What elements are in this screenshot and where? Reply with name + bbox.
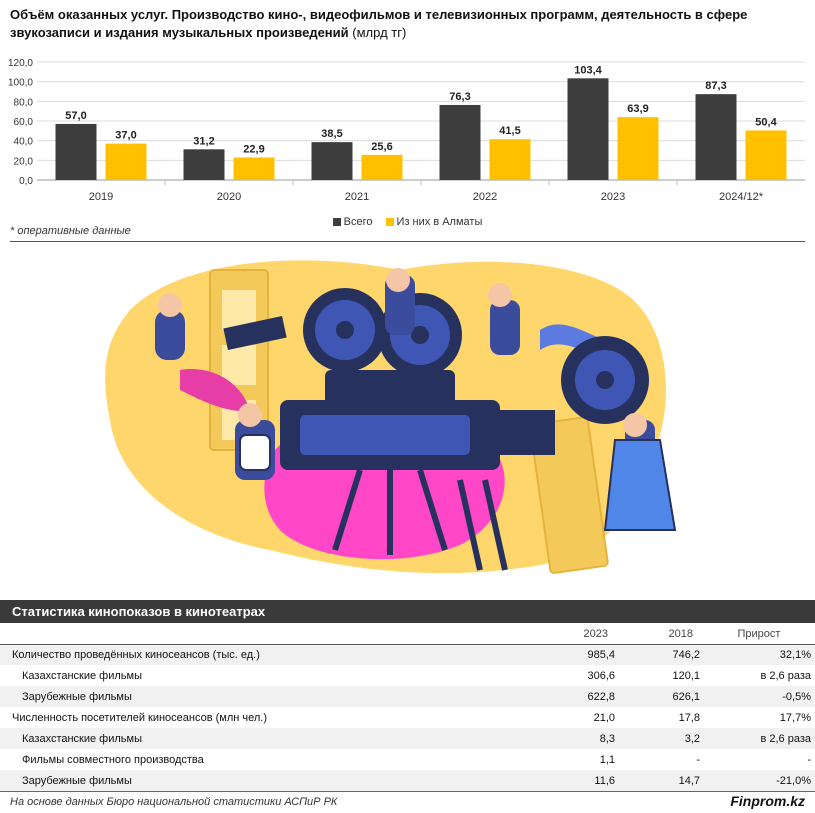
table-header-2023: 2023 (503, 624, 618, 645)
row-label: Казахстанские фильмы (0, 728, 503, 749)
bottom-divider (0, 791, 815, 792)
data-label: 87,3 (705, 80, 726, 92)
row-value-2023: 985,4 (503, 644, 618, 665)
y-tick-label: 100,0 (8, 78, 33, 89)
table-row: Зарубежные фильмы 622,8 626,1 -0,5% (0, 686, 815, 707)
legend-swatch-almaty (385, 218, 394, 226)
bar-total (183, 149, 225, 180)
bar-total (311, 142, 353, 180)
row-value-2018: 120,1 (672, 669, 700, 682)
table-row: Казахстанские фильмы 306,6 120,1 в 2,6 р… (0, 665, 815, 686)
bar-total (439, 104, 481, 180)
row-growth: - (807, 753, 811, 766)
row-growth: -21,0% (703, 770, 815, 791)
row-value-2018: 746,2 (618, 644, 703, 665)
row-label: Зарубежные фильмы (0, 770, 503, 791)
bar-chart: 0,0 20,0 40,0 60,0 80,0 100,0 120,0 57,0 37,0 201… (8, 58, 805, 203)
legend-swatch-total (332, 218, 341, 226)
data-label: 103,4 (574, 64, 602, 76)
legend-item-almaty: Из них в Алматы (385, 216, 483, 228)
row-label: Казахстанские фильмы (22, 669, 142, 682)
table-row: Фильмы совместного производства 1,1 - - (0, 749, 815, 770)
divider (10, 241, 805, 242)
bar-almaty (617, 117, 659, 180)
bar-almaty (233, 157, 275, 180)
row-value-2018: 626,1 (618, 686, 703, 707)
table-header-label (0, 624, 503, 645)
y-tick-label: 120,0 (8, 58, 33, 69)
data-label: 50,4 (755, 116, 777, 128)
y-tick-label: 40,0 (14, 137, 34, 148)
y-tick-label: 0,0 (19, 176, 33, 187)
legend-label-total: Всего (343, 216, 373, 228)
y-tick-label: 80,0 (14, 97, 34, 108)
row-value-2023: 11,6 (503, 770, 618, 791)
data-label: 76,3 (449, 91, 470, 103)
data-label: 57,0 (65, 110, 86, 122)
footnote: * оперативные данные (10, 225, 131, 237)
row-value-2018: 17,8 (678, 711, 700, 724)
data-label: 22,9 (243, 143, 264, 155)
row-growth: -0,5% (703, 686, 815, 707)
x-tick-label: 2022 (473, 191, 497, 203)
bar-total (695, 94, 737, 180)
chart-unit: (млрд тг) (352, 25, 407, 40)
row-value-2023: 622,8 (503, 686, 618, 707)
table-row: Количество проведённых киносеансов (тыс.… (0, 644, 815, 665)
data-label: 38,5 (321, 128, 342, 140)
legend-item-total: Всего (332, 216, 373, 228)
bar-almaty (361, 154, 403, 180)
stats-table: 2023 2018 Прирост Количество проведённых… (0, 624, 815, 791)
data-label: 37,0 (115, 130, 136, 142)
row-label: Количество проведённых киносеансов (тыс.… (0, 644, 503, 665)
legend-label-almaty: Из них в Алматы (396, 216, 483, 228)
chart-title-text: Объём оказанных услуг. Производство кино… (10, 7, 748, 40)
table-row: Казахстанские фильмы 8,3 3,2 в 2,6 раза (0, 728, 815, 749)
row-value-2018: 3,2 (618, 728, 703, 749)
row-value-2023: 8,3 (503, 728, 618, 749)
bar-total (55, 123, 97, 180)
source-note: На основе данных Бюро национальной стати… (10, 796, 338, 808)
x-tick-label: 2019 (89, 191, 113, 203)
chart-legend: Всего Из них в Алматы (0, 216, 815, 229)
row-value-2023: 21,0 (593, 711, 615, 724)
table-title: Статистика кинопоказов в кинотеатрах (0, 600, 815, 623)
table-header-row: 2023 2018 Прирост (0, 624, 815, 645)
cinema-illustration (105, 260, 677, 574)
table-header-growth: Прирост (703, 624, 815, 645)
y-tick-label: 20,0 (14, 156, 34, 167)
x-tick-label: 2023 (601, 191, 625, 203)
data-label: 63,9 (627, 103, 648, 115)
data-label: 31,2 (193, 135, 214, 147)
bar-almaty (105, 143, 147, 180)
row-growth: 32,1% (703, 644, 815, 665)
x-tick-label: 2024/12* (719, 191, 764, 203)
bar-almaty (489, 139, 531, 180)
data-label: 41,5 (499, 125, 520, 137)
table-header-2018: 2018 (618, 624, 703, 645)
row-label: Численность посетителей киносеансов (млн… (12, 711, 268, 724)
row-label: Фильмы совместного производства (22, 753, 204, 766)
row-growth: 17,7% (779, 711, 811, 724)
row-value-2023: 306,6 (587, 669, 615, 682)
row-value-2023: 1,1 (599, 753, 615, 766)
x-tick-label: 2021 (345, 191, 369, 203)
brand-logo: Finprom.kz (730, 793, 805, 809)
row-growth: в 2,6 раза (703, 728, 815, 749)
table-row: Численность посетителей киносеансов (млн… (0, 707, 815, 728)
x-tick-label: 2020 (217, 191, 241, 203)
data-label: 25,6 (371, 141, 392, 153)
table-row: Зарубежные фильмы 11,6 14,7 -21,0% (0, 770, 815, 791)
row-value-2018: 14,7 (618, 770, 703, 791)
row-value-2018: - (696, 753, 700, 766)
chart-title: Объём оказанных услуг. Производство кино… (10, 6, 805, 42)
y-tick-label: 60,0 (14, 117, 34, 128)
row-label: Зарубежные фильмы (0, 686, 503, 707)
row-growth: в 2,6 раза (760, 669, 811, 682)
bar-almaty (745, 130, 787, 180)
bar-total (567, 78, 609, 180)
